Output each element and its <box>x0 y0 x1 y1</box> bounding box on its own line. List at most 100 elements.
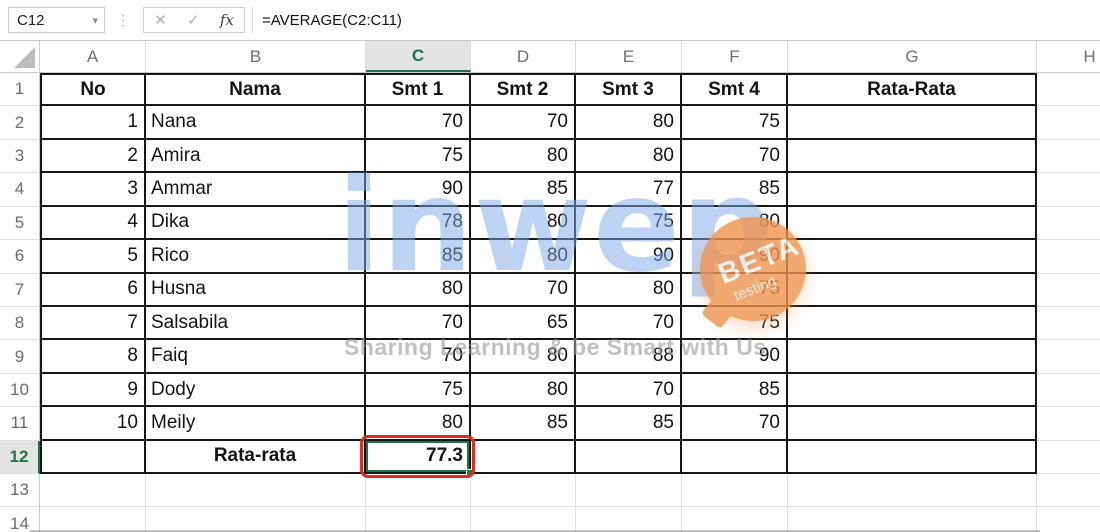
cell-C14[interactable] <box>366 507 471 532</box>
cell-F5[interactable]: 80 <box>682 206 788 241</box>
cell-C6[interactable]: 85 <box>366 240 471 274</box>
cell-G13[interactable] <box>788 474 1037 508</box>
cell-G10[interactable] <box>788 373 1037 408</box>
row-header-4[interactable]: 4 <box>0 173 40 207</box>
cell-D13[interactable] <box>471 474 576 508</box>
chevron-down-icon[interactable]: ▾ <box>92 15 98 27</box>
cell-F2[interactable]: 75 <box>682 106 788 140</box>
row-header-13[interactable]: 13 <box>0 474 40 508</box>
cell-C10[interactable]: 75 <box>366 373 471 408</box>
cell-A11[interactable]: 10 <box>40 407 146 441</box>
cell-A9[interactable]: 8 <box>40 340 146 374</box>
cell-A2[interactable]: 1 <box>40 106 146 140</box>
column-header-H[interactable]: H <box>1037 41 1100 72</box>
cell-D7[interactable]: 70 <box>471 273 576 307</box>
cell-H6[interactable] <box>1037 240 1100 274</box>
cell-H3[interactable] <box>1037 140 1100 174</box>
cell-G2[interactable] <box>788 106 1037 140</box>
cell-E12[interactable] <box>576 440 682 475</box>
select-all-corner[interactable] <box>0 41 40 72</box>
cell-C8[interactable]: 70 <box>366 306 471 341</box>
cell-F10[interactable]: 85 <box>682 373 788 408</box>
cell-E8[interactable]: 70 <box>576 306 682 341</box>
cell-G14[interactable] <box>788 507 1037 532</box>
cell-B3[interactable]: Amira <box>146 139 366 174</box>
cell-G3[interactable] <box>788 139 1037 174</box>
cell-H11[interactable] <box>1037 407 1100 441</box>
cell-C5[interactable]: 78 <box>366 206 471 241</box>
cell-F7[interactable]: 75 <box>682 273 788 307</box>
cell-H1[interactable] <box>1037 73 1100 107</box>
cell-A12[interactable] <box>40 440 146 475</box>
row-header-8[interactable]: 8 <box>0 306 40 341</box>
cell-H14[interactable] <box>1037 507 1100 532</box>
cell-D6[interactable]: 80 <box>471 240 576 274</box>
cell-B9[interactable]: Faiq <box>146 340 366 374</box>
cell-C1[interactable]: Smt 1 <box>366 73 471 107</box>
cell-E2[interactable]: 80 <box>576 106 682 140</box>
cell-H10[interactable] <box>1037 374 1100 408</box>
row-header-7[interactable]: 7 <box>0 273 40 307</box>
cancel-icon[interactable]: ✕ <box>154 12 167 29</box>
cell-G11[interactable] <box>788 407 1037 441</box>
row-header-2[interactable]: 2 <box>0 106 40 140</box>
insert-function-icon[interactable]: fx <box>219 11 234 29</box>
cell-G5[interactable] <box>788 206 1037 241</box>
cell-F14[interactable] <box>682 507 788 532</box>
cell-D8[interactable]: 65 <box>471 306 576 341</box>
cell-C13[interactable] <box>366 474 471 508</box>
cell-H5[interactable] <box>1037 207 1100 241</box>
name-box[interactable]: C12 ▾ <box>8 7 105 33</box>
cell-B6[interactable]: Rico <box>146 240 366 274</box>
cell-C2[interactable]: 70 <box>366 106 471 140</box>
cell-D14[interactable] <box>471 507 576 532</box>
cell-G4[interactable] <box>788 173 1037 207</box>
cell-F13[interactable] <box>682 474 788 508</box>
cell-D1[interactable]: Smt 2 <box>471 73 576 107</box>
cell-E6[interactable]: 90 <box>576 240 682 274</box>
cell-C4[interactable]: 90 <box>366 173 471 207</box>
cell-E5[interactable]: 75 <box>576 206 682 241</box>
cell-D12[interactable] <box>471 440 576 475</box>
cell-E9[interactable]: 88 <box>576 340 682 374</box>
column-header-E[interactable]: E <box>576 41 682 72</box>
column-header-D[interactable]: D <box>471 41 576 72</box>
cell-H4[interactable] <box>1037 173 1100 207</box>
cell-A6[interactable]: 5 <box>40 240 146 274</box>
cell-D5[interactable]: 80 <box>471 206 576 241</box>
cell-E13[interactable] <box>576 474 682 508</box>
cell-G1[interactable]: Rata-Rata <box>788 73 1037 107</box>
column-header-A[interactable]: A <box>40 41 146 72</box>
cell-G9[interactable] <box>788 340 1037 374</box>
cell-F6[interactable]: 90 <box>682 240 788 274</box>
cell-B4[interactable]: Ammar <box>146 173 366 207</box>
cell-B10[interactable]: Dody <box>146 373 366 408</box>
row-header-12[interactable]: 12 <box>0 440 40 475</box>
cell-C12[interactable]: 77.3 <box>360 434 475 479</box>
cell-A7[interactable]: 6 <box>40 273 146 307</box>
cell-A4[interactable]: 3 <box>40 173 146 207</box>
cell-D3[interactable]: 80 <box>471 139 576 174</box>
row-header-14[interactable]: 14 <box>0 507 40 532</box>
cell-A14[interactable] <box>40 507 146 532</box>
cell-C11[interactable]: 80 <box>366 407 471 441</box>
cell-G6[interactable] <box>788 240 1037 274</box>
cell-D2[interactable]: 70 <box>471 106 576 140</box>
cell-C3[interactable]: 75 <box>366 139 471 174</box>
cell-A3[interactable]: 2 <box>40 139 146 174</box>
cell-E3[interactable]: 80 <box>576 139 682 174</box>
cell-E1[interactable]: Smt 3 <box>576 73 682 107</box>
cell-F1[interactable]: Smt 4 <box>682 73 788 107</box>
cell-G12[interactable] <box>788 440 1037 475</box>
cell-F9[interactable]: 90 <box>682 340 788 374</box>
column-header-C[interactable]: C <box>366 41 471 72</box>
cell-H13[interactable] <box>1037 474 1100 508</box>
cell-B8[interactable]: Salsabila <box>146 306 366 341</box>
cell-E11[interactable]: 85 <box>576 407 682 441</box>
row-header-10[interactable]: 10 <box>0 373 40 408</box>
cell-B12[interactable]: Rata-rata <box>146 440 366 475</box>
cell-B2[interactable]: Nana <box>146 106 366 140</box>
cell-H2[interactable] <box>1037 106 1100 140</box>
row-header-11[interactable]: 11 <box>0 407 40 441</box>
column-header-G[interactable]: G <box>788 41 1037 72</box>
